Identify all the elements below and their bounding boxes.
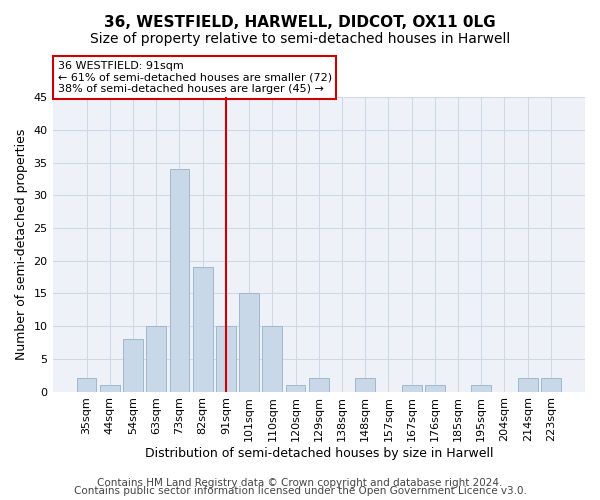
X-axis label: Distribution of semi-detached houses by size in Harwell: Distribution of semi-detached houses by … xyxy=(145,447,493,460)
Bar xyxy=(402,385,422,392)
Bar xyxy=(193,267,212,392)
Bar xyxy=(286,385,305,392)
Bar xyxy=(216,326,236,392)
Text: Contains public sector information licensed under the Open Government Licence v3: Contains public sector information licen… xyxy=(74,486,526,496)
Bar xyxy=(355,378,375,392)
Bar xyxy=(518,378,538,392)
Bar xyxy=(77,378,97,392)
Bar xyxy=(472,385,491,392)
Bar xyxy=(100,385,119,392)
Bar xyxy=(170,169,190,392)
Y-axis label: Number of semi-detached properties: Number of semi-detached properties xyxy=(15,128,28,360)
Bar xyxy=(262,326,282,392)
Text: 36, WESTFIELD, HARWELL, DIDCOT, OX11 0LG: 36, WESTFIELD, HARWELL, DIDCOT, OX11 0LG xyxy=(104,15,496,30)
Bar xyxy=(123,339,143,392)
Text: 36 WESTFIELD: 91sqm
← 61% of semi-detached houses are smaller (72)
38% of semi-d: 36 WESTFIELD: 91sqm ← 61% of semi-detach… xyxy=(58,61,332,94)
Bar xyxy=(541,378,561,392)
Text: Contains HM Land Registry data © Crown copyright and database right 2024.: Contains HM Land Registry data © Crown c… xyxy=(97,478,503,488)
Text: Size of property relative to semi-detached houses in Harwell: Size of property relative to semi-detach… xyxy=(90,32,510,46)
Bar xyxy=(309,378,329,392)
Bar xyxy=(239,294,259,392)
Bar xyxy=(425,385,445,392)
Bar xyxy=(146,326,166,392)
